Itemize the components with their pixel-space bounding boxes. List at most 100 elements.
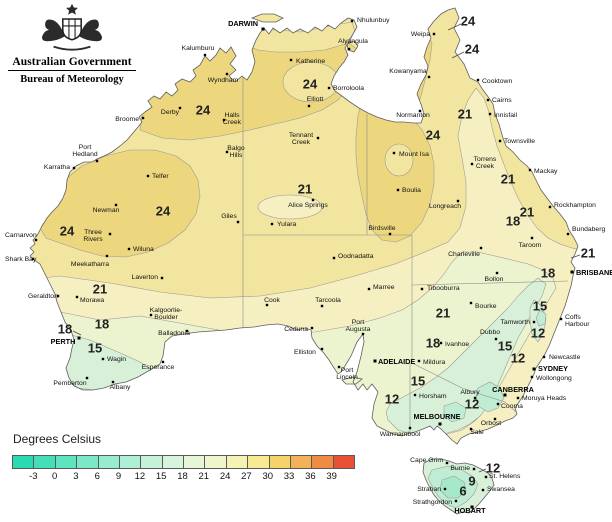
city-dot: [307, 104, 311, 108]
city-dot: [418, 109, 422, 113]
isotherm-label: 18: [95, 317, 109, 332]
city-dot: [566, 232, 570, 236]
city-label: Port Lincoln: [336, 367, 358, 381]
city-dot: [203, 53, 207, 57]
city-dot: [494, 337, 498, 341]
city-dot: [439, 341, 443, 345]
legend-segment: [183, 456, 205, 468]
isotherm-label: 21: [298, 182, 312, 197]
city-label: Charleville: [448, 251, 480, 258]
band-9-12-new-england: [535, 309, 547, 327]
city-label: Wyndham: [208, 77, 239, 84]
city-label: Alyangula: [338, 38, 368, 45]
isotherm-label: 18: [426, 336, 440, 351]
city-dot: [396, 188, 400, 192]
city-dot: [392, 151, 396, 155]
isotherm-label: 21: [581, 246, 595, 261]
isotherm-leader-line: [570, 254, 581, 259]
city-label: Newcastle: [549, 354, 581, 361]
city-label: Tibooburra: [427, 285, 460, 292]
isotherm-label: 15: [411, 374, 425, 389]
city-label: Mackay: [534, 168, 558, 175]
legend-tick: 6: [94, 471, 100, 482]
isotherm-label: 12: [385, 392, 399, 407]
city-label: Geraldton: [28, 293, 58, 300]
city-label: Tamworth: [501, 319, 531, 326]
city-dot: [548, 205, 552, 209]
city-label: Moruya Heads: [522, 395, 567, 402]
legend-tick: -3: [29, 471, 38, 482]
isotherm-label: 12: [465, 397, 479, 412]
city-dot: [532, 367, 536, 371]
legend-segment: [118, 456, 141, 468]
state-borders: [242, 75, 569, 436]
isotherm-label: 15: [498, 339, 512, 354]
city-dot: [484, 475, 488, 479]
city-dot: [34, 238, 38, 242]
legend-tick: 30: [262, 471, 274, 482]
city-dot: [146, 174, 150, 178]
isotherm-label: 18: [506, 214, 520, 229]
city-label: Albany: [110, 384, 131, 391]
isotherm-label: 12: [511, 351, 525, 366]
city-label: Cook: [264, 297, 280, 304]
city-dot: [472, 467, 476, 471]
city-label: Giles: [221, 213, 237, 220]
city-label: ADELAIDE: [378, 357, 415, 366]
city-label: Carnarvon: [5, 232, 37, 239]
city-dot: [141, 116, 145, 120]
isotherm-leader-line: [451, 51, 465, 59]
legend-segment: [140, 456, 162, 468]
city-label: Oodnadatta: [338, 253, 374, 260]
isotherm-leader-line: [72, 330, 82, 336]
city-dot: [310, 326, 314, 330]
isotherm-label: 24: [196, 103, 211, 118]
city-dot: [222, 118, 226, 122]
city-label: Coffs Harbour: [565, 314, 590, 328]
legend-tick: 3: [73, 471, 79, 482]
city-label: Tarcoola: [315, 297, 341, 304]
pocket-alice-springs: [257, 194, 323, 220]
city-label: Mildura: [423, 359, 446, 366]
city-label: Swansea: [487, 486, 515, 493]
city-dot: [495, 271, 499, 275]
city-label: Alice Springs: [288, 202, 328, 209]
legend-segment: [13, 456, 34, 468]
city-label: Taroom: [519, 242, 542, 249]
city-dot: [469, 427, 473, 431]
city-dot: [420, 287, 424, 291]
city-dot: [270, 222, 274, 226]
city-label: SYDNEY: [538, 364, 568, 373]
city-dot: [476, 78, 480, 82]
legend-segment: [289, 456, 312, 468]
city-dot: [337, 365, 341, 369]
legend-segment: [204, 456, 226, 468]
header-divider: [8, 70, 136, 71]
city-dot: [445, 461, 449, 465]
city-label: Cooma: [501, 403, 523, 410]
city-label: PERTH: [51, 337, 76, 346]
city-markers: DARWIN Nhulunbuy Alyangula Katherine Kalumbu…: [5, 17, 612, 515]
isotherm-label: 12: [531, 326, 545, 341]
isotherm-label: 15: [88, 341, 102, 356]
legend-tick: 39: [326, 471, 337, 482]
city-label: St. Helens: [489, 473, 521, 480]
city-label: Pemberton: [53, 380, 86, 387]
city-label: Yulara: [277, 221, 296, 228]
city-dot: [56, 294, 60, 298]
city-dot: [408, 426, 412, 430]
city-label: Ivanhoe: [445, 341, 469, 348]
city-label: Horsham: [419, 393, 447, 400]
legend-segment: [247, 456, 269, 468]
city-label: Wagin: [107, 356, 126, 363]
temperature-legend: Degrees Celsius -3 0 3 6 9 12 15 18 21 24 27 30 33 36…: [12, 432, 357, 484]
city-dot: [479, 246, 483, 250]
city-label: Albury: [460, 389, 480, 396]
city-label: Newman: [93, 207, 120, 214]
city-label: Strahan: [417, 486, 441, 493]
city-dot: [516, 396, 520, 400]
legend-segment: [33, 456, 55, 468]
city-label: Rockhampton: [554, 202, 596, 209]
city-dot: [178, 106, 182, 110]
city-dot: [347, 47, 351, 51]
